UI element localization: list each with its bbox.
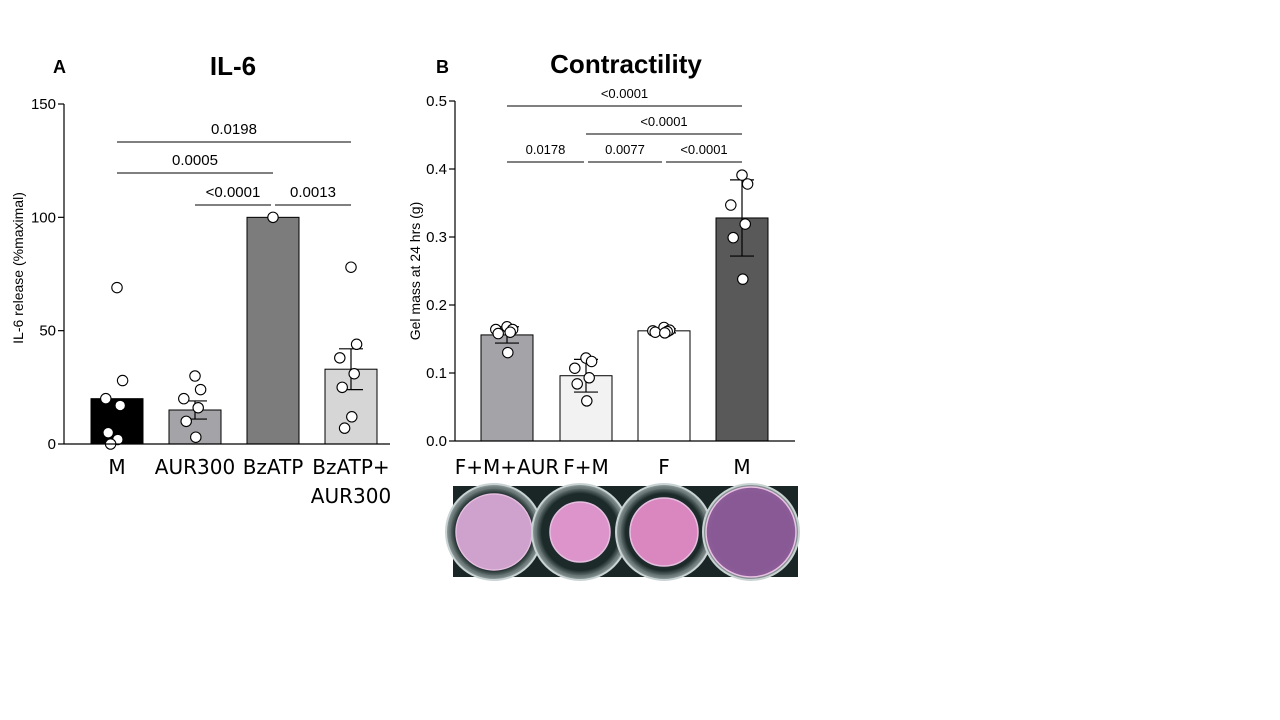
panel-a-il6-chart: A IL-6 IL-6 release (%maximal) 0 50 100 150… [10,51,391,508]
panel-a-data-point [336,381,348,394]
gel-disc [705,486,797,578]
panel-b-y-tick-label: 0.5 [426,93,447,110]
panel-b-data-point [581,395,593,407]
panel-b-data-point [737,273,749,285]
panel-a-plot-area: 0 50 100 150 M AUR300 BzATP BzATP+ AUR300 0.0198 0… [31,96,391,508]
panel-b-data-point [727,231,739,244]
panel-a-y-tick-label: 50 [39,323,56,340]
panel-b-data-point [583,372,595,384]
panel-b-plot-area: 0.0 0.1 0.2 0.3 0.4 0.5 F+M+AUR F+M F M <0.0001 <0.… [426,86,795,479]
panel-a-p-value-label: 0.0005 [172,152,218,169]
panel-a-data-point [338,422,351,434]
panel-a-letter: A [53,57,66,77]
panel-a-data-point [189,370,201,382]
panel-b-data-point [569,362,581,374]
panel-b-data-point [725,199,737,211]
panel-a-y-tick-label: 100 [31,209,56,226]
panel-a-data-point [178,392,190,405]
gel-wells-photo [445,483,800,581]
panel-b-letter: B [436,57,449,77]
panel-a-title: IL-6 [210,51,256,81]
panel-a-data-point [350,338,363,351]
panel-a-data-point [348,367,360,380]
panel-a-data-point [346,411,358,423]
panel-a-data-point [192,401,204,414]
panel-a-data-point [334,352,346,364]
panel-a-data-point [114,399,126,412]
panel-b-data-point [736,169,748,181]
panel-a-data-point [116,374,129,387]
panel-a-y-tick-label: 150 [31,96,56,113]
panel-a-data-point [180,415,192,428]
panel-b-category-label: F+M+AUR [455,455,560,479]
panel-b-data-point [741,178,754,190]
panel-a-bar [246,216,300,445]
panel-b-data-point [649,326,661,338]
panel-b-p-value-label: <0.0001 [680,142,727,157]
panel-b-y-tick-label: 0.0 [426,433,447,450]
panel-b-data-point [504,326,516,338]
panel-a-p-value-label: 0.0198 [211,121,257,138]
panel-b-data-point [739,218,751,230]
panel-b-data-point [502,346,514,359]
panel-b-contractility-chart: B Contractility Gel mass at 24 hrs (g) 0… [407,49,795,479]
panel-a-y-tick-label: 0 [48,436,56,453]
panel-a-category-label: M [108,455,125,479]
panel-b-y-tick-label: 0.3 [426,229,447,246]
panel-b-data-point [659,327,671,339]
panel-b-category-label: F+M [563,455,609,479]
panel-a-data-point [345,261,357,273]
panel-b-bar [637,330,691,442]
panel-b-y-axis-title: Gel mass at 24 hrs (g) [407,202,423,341]
panel-a-category-label: AUR300 [155,455,235,479]
gel-disc [549,501,611,563]
panel-a-data-point [190,431,202,443]
panel-a-p-value-label: 0.0013 [290,184,336,201]
panel-a-category-label: BzATP+ AUR300 [311,455,391,508]
panel-b-p-value-label: <0.0001 [601,86,648,101]
panel-b-data-point [571,378,583,390]
panel-b-p-value-label: <0.0001 [640,114,687,129]
panel-a-data-point [111,281,123,294]
gel-disc [629,497,699,567]
panel-b-data-point [492,327,504,340]
panel-a-p-value-label: <0.0001 [206,184,261,201]
panel-b-y-tick-label: 0.1 [426,365,447,382]
panel-a-y-axis-title: IL-6 release (%maximal) [10,192,26,344]
panel-b-data-point [585,355,598,368]
panel-a-data-point [100,392,112,405]
gel-disc [455,493,533,571]
panel-b-y-tick-label: 0.2 [426,297,447,314]
panel-b-category-label: M [733,455,750,479]
panel-b-p-value-label: 0.0178 [526,142,566,157]
panel-b-p-value-label: 0.0077 [605,142,645,157]
panel-a-data-point [102,426,114,439]
panel-b-y-tick-label: 0.4 [426,161,447,178]
panel-a-category-label: BzATP [243,455,304,479]
panel-a-data-point [267,211,279,224]
panel-b-title: Contractility [550,49,702,79]
panel-a-data-point [194,383,207,396]
panel-b-category-label: F [658,455,670,479]
